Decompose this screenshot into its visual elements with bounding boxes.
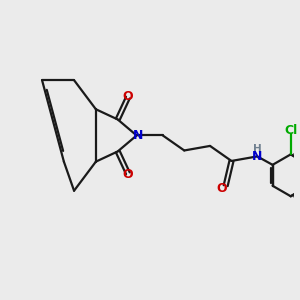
Text: H: H xyxy=(253,144,262,154)
Text: O: O xyxy=(216,182,226,195)
Text: O: O xyxy=(123,90,133,103)
Text: N: N xyxy=(133,129,143,142)
Text: O: O xyxy=(123,168,133,181)
Text: N: N xyxy=(252,150,262,163)
Text: Cl: Cl xyxy=(284,124,297,137)
